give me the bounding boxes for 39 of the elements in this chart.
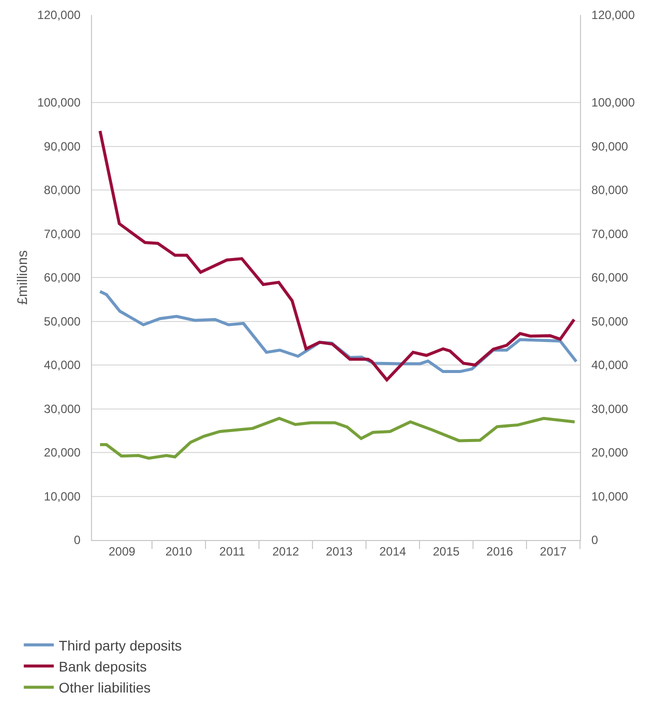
y2-tick-label: 50,000 (591, 314, 628, 328)
x-tick-label: 2015 (432, 544, 460, 558)
legend-label: Bank deposits (58, 658, 147, 675)
x-tick-label: 2017 (540, 544, 567, 558)
y-tick-label: 40,000 (44, 358, 81, 372)
x-tick-label: 2011 (219, 544, 246, 558)
y2-tick-label: 60,000 (591, 270, 628, 285)
y-tick-label: 120,000 (37, 8, 81, 22)
y2-tick-label: 120,000 (591, 8, 636, 22)
y-tick-label: 10,000 (44, 489, 81, 504)
y2-tick-label: 10,000 (591, 489, 628, 504)
y-axis-title: £millions (14, 250, 30, 305)
y2-tick-label: 20,000 (591, 446, 628, 460)
y2-tick-label: 100,000 (591, 96, 636, 110)
y2-tick-label: 80,000 (591, 183, 628, 198)
x-tick-label: 2014 (379, 544, 406, 558)
y-tick-label: 0 (74, 533, 81, 548)
x-tick-label: 2012 (272, 544, 300, 558)
y-tick-label: 80,000 (44, 183, 81, 198)
legend-label: Other liabilities (58, 680, 151, 696)
y-tick-label: 90,000 (44, 139, 81, 154)
y2-tick-label: 90,000 (591, 139, 628, 154)
x-tick-label: 2013 (326, 544, 353, 558)
y-tick-label: 20,000 (44, 446, 81, 460)
y2-tick-label: 40,000 (591, 358, 628, 372)
y-tick-label: 70,000 (44, 226, 81, 241)
y2-tick-label: 30,000 (591, 402, 628, 416)
x-tick-label: 2010 (165, 544, 192, 558)
x-tick-label: 2016 (486, 544, 514, 558)
legend-label: Third party deposits (58, 637, 182, 654)
y-tick-label: 100,000 (37, 96, 81, 110)
y-tick-label: 50,000 (44, 314, 81, 328)
line-series (98, 129, 576, 382)
y-tick-label: 60,000 (44, 270, 81, 285)
x-tick-label: 2009 (108, 544, 136, 558)
y-tick-label: 30,000 (44, 402, 81, 416)
y2-tick-label: 0 (591, 533, 598, 548)
line-series (98, 416, 576, 460)
y2-tick-label: 70,000 (591, 226, 628, 241)
